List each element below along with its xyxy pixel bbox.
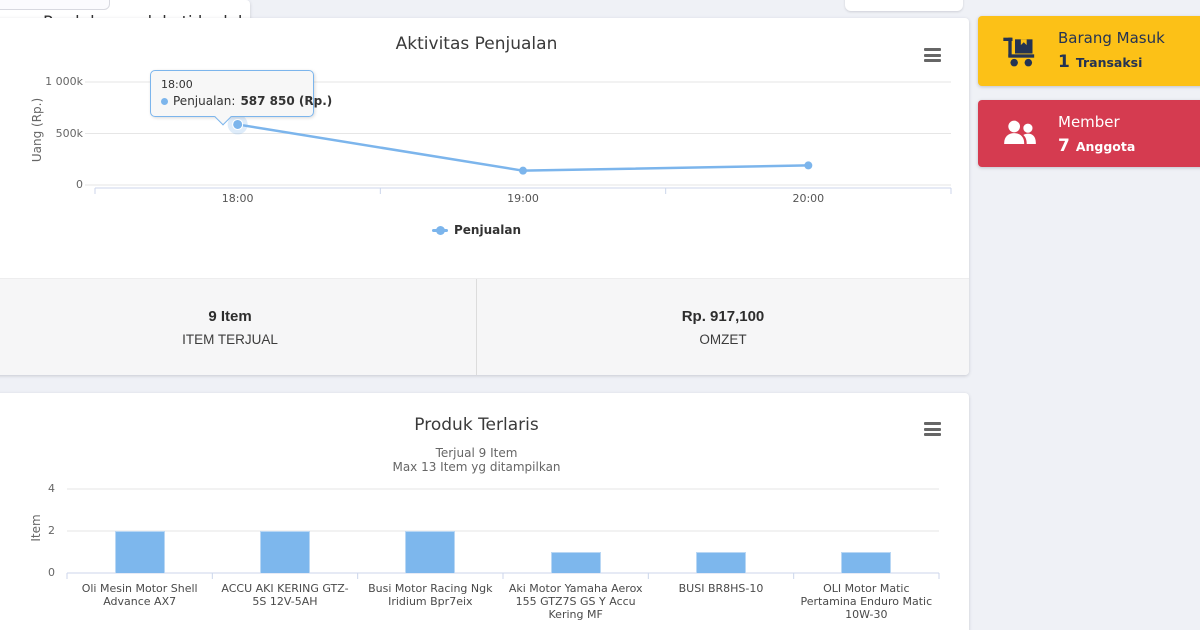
member-card[interactable]: Member 7 Anggota [978, 100, 1200, 167]
users-icon [1004, 120, 1036, 144]
chart-menu-icon[interactable] [924, 422, 941, 436]
chart-menu-icon[interactable] [924, 48, 941, 62]
bar [114, 531, 165, 573]
incoming-card-title: Barang Masuk [1058, 29, 1165, 47]
products-chart-title: Produk Terlaris [414, 415, 539, 435]
tooltip-series-label: Penjualan: [173, 94, 236, 108]
member-count-label: Anggota [1075, 139, 1136, 154]
products-subtitle-line2: Max 13 Item yg ditampilkan [392, 460, 561, 474]
omzet-value: Rp. 917,100 [681, 307, 765, 325]
items-sold-label: ITEM TERJUAL [182, 331, 278, 347]
bar-category-label: Oli Mesin Motor Shell Advance AX7 [81, 582, 198, 608]
x-tick-label: 19:00 [507, 192, 539, 205]
legend-item-penjualan[interactable]: Penjualan [0, 223, 969, 237]
bar [550, 552, 601, 573]
y-tick-label: 500k [55, 126, 83, 140]
legend-label: Penjualan [454, 223, 521, 237]
bar-category-label: ACCU AKI KERING GTZ-5S 12V-5AH [221, 582, 349, 608]
x-tick-label: 20:00 [792, 192, 825, 205]
bar-category-label: BUSI BR8HS-10 [678, 582, 764, 595]
bar-chart-canvas [66, 488, 940, 579]
y-tick-label: 0 [76, 178, 83, 191]
series-dot-icon [161, 97, 168, 105]
tooltip-header: 18:00 [161, 78, 193, 91]
y-tick-label: 2 [48, 524, 55, 537]
sales-line-chart: Aktivitas Penjualan Uang (Rp.) 0 500k 1 00… [0, 18, 969, 278]
bar [841, 552, 892, 573]
omzet-label: OMZET [699, 331, 747, 347]
bar [260, 531, 310, 573]
x-tick-label: 18:00 [221, 192, 254, 205]
y-tick-label: 0 [48, 566, 55, 579]
y-tick-label: 1 000k [45, 75, 83, 88]
dolly-cart-icon [1003, 37, 1035, 67]
top-products-card: Produk Terlaris Terjual 9 Item Max 13 It… [0, 393, 969, 630]
top-left-cutoff-panel[interactable] [0, 0, 110, 10]
products-subtitle-line1: Terjual 9 Item [435, 446, 518, 460]
legend-marker-icon [432, 225, 448, 235]
incoming-count: 1 [1058, 52, 1070, 72]
items-sold-value: 9 Item [208, 307, 252, 325]
member-count: 7 [1058, 136, 1070, 156]
tooltip-value: 587 850 (Rp.) [240, 94, 333, 108]
bar-category-label: Busi Motor Racing Ngk Iridium Bpr7eix [368, 582, 493, 608]
y-tick-label: 4 [48, 482, 55, 495]
chart-tooltip: 18:00 Penjualan: 587 850 (Rp.) [150, 70, 332, 126]
bar [405, 531, 456, 573]
incoming-goods-card[interactable]: Barang Masuk 1 Transaksi [978, 16, 1200, 86]
sales-summary-strip: 9 Item ITEM TERJUAL Rp. 917,100 OMZET [0, 278, 969, 375]
line-chart-canvas [85, 81, 952, 194]
incoming-count-label: Transaksi [1075, 55, 1143, 70]
top-right-cutoff-panel[interactable] [845, 0, 963, 11]
bar-category-label: OLI Motor Matic Pertamina Enduro Matic 1… [800, 582, 933, 621]
stat-omzet: Rp. 917,100 OMZET [476, 279, 969, 375]
member-card-title: Member [1058, 113, 1120, 131]
sales-activity-card: Aktivitas Penjualan Uang (Rp.) 0 500k 1 00… [0, 18, 969, 375]
bar-category-label: Aki Motor Yamaha Aerox 155 GTZ7S GS Y Ac… [508, 582, 643, 621]
stat-items-sold: 9 Item ITEM TERJUAL [0, 279, 476, 375]
sales-chart-title: Aktivitas Penjualan [395, 34, 558, 54]
bar [696, 552, 746, 573]
